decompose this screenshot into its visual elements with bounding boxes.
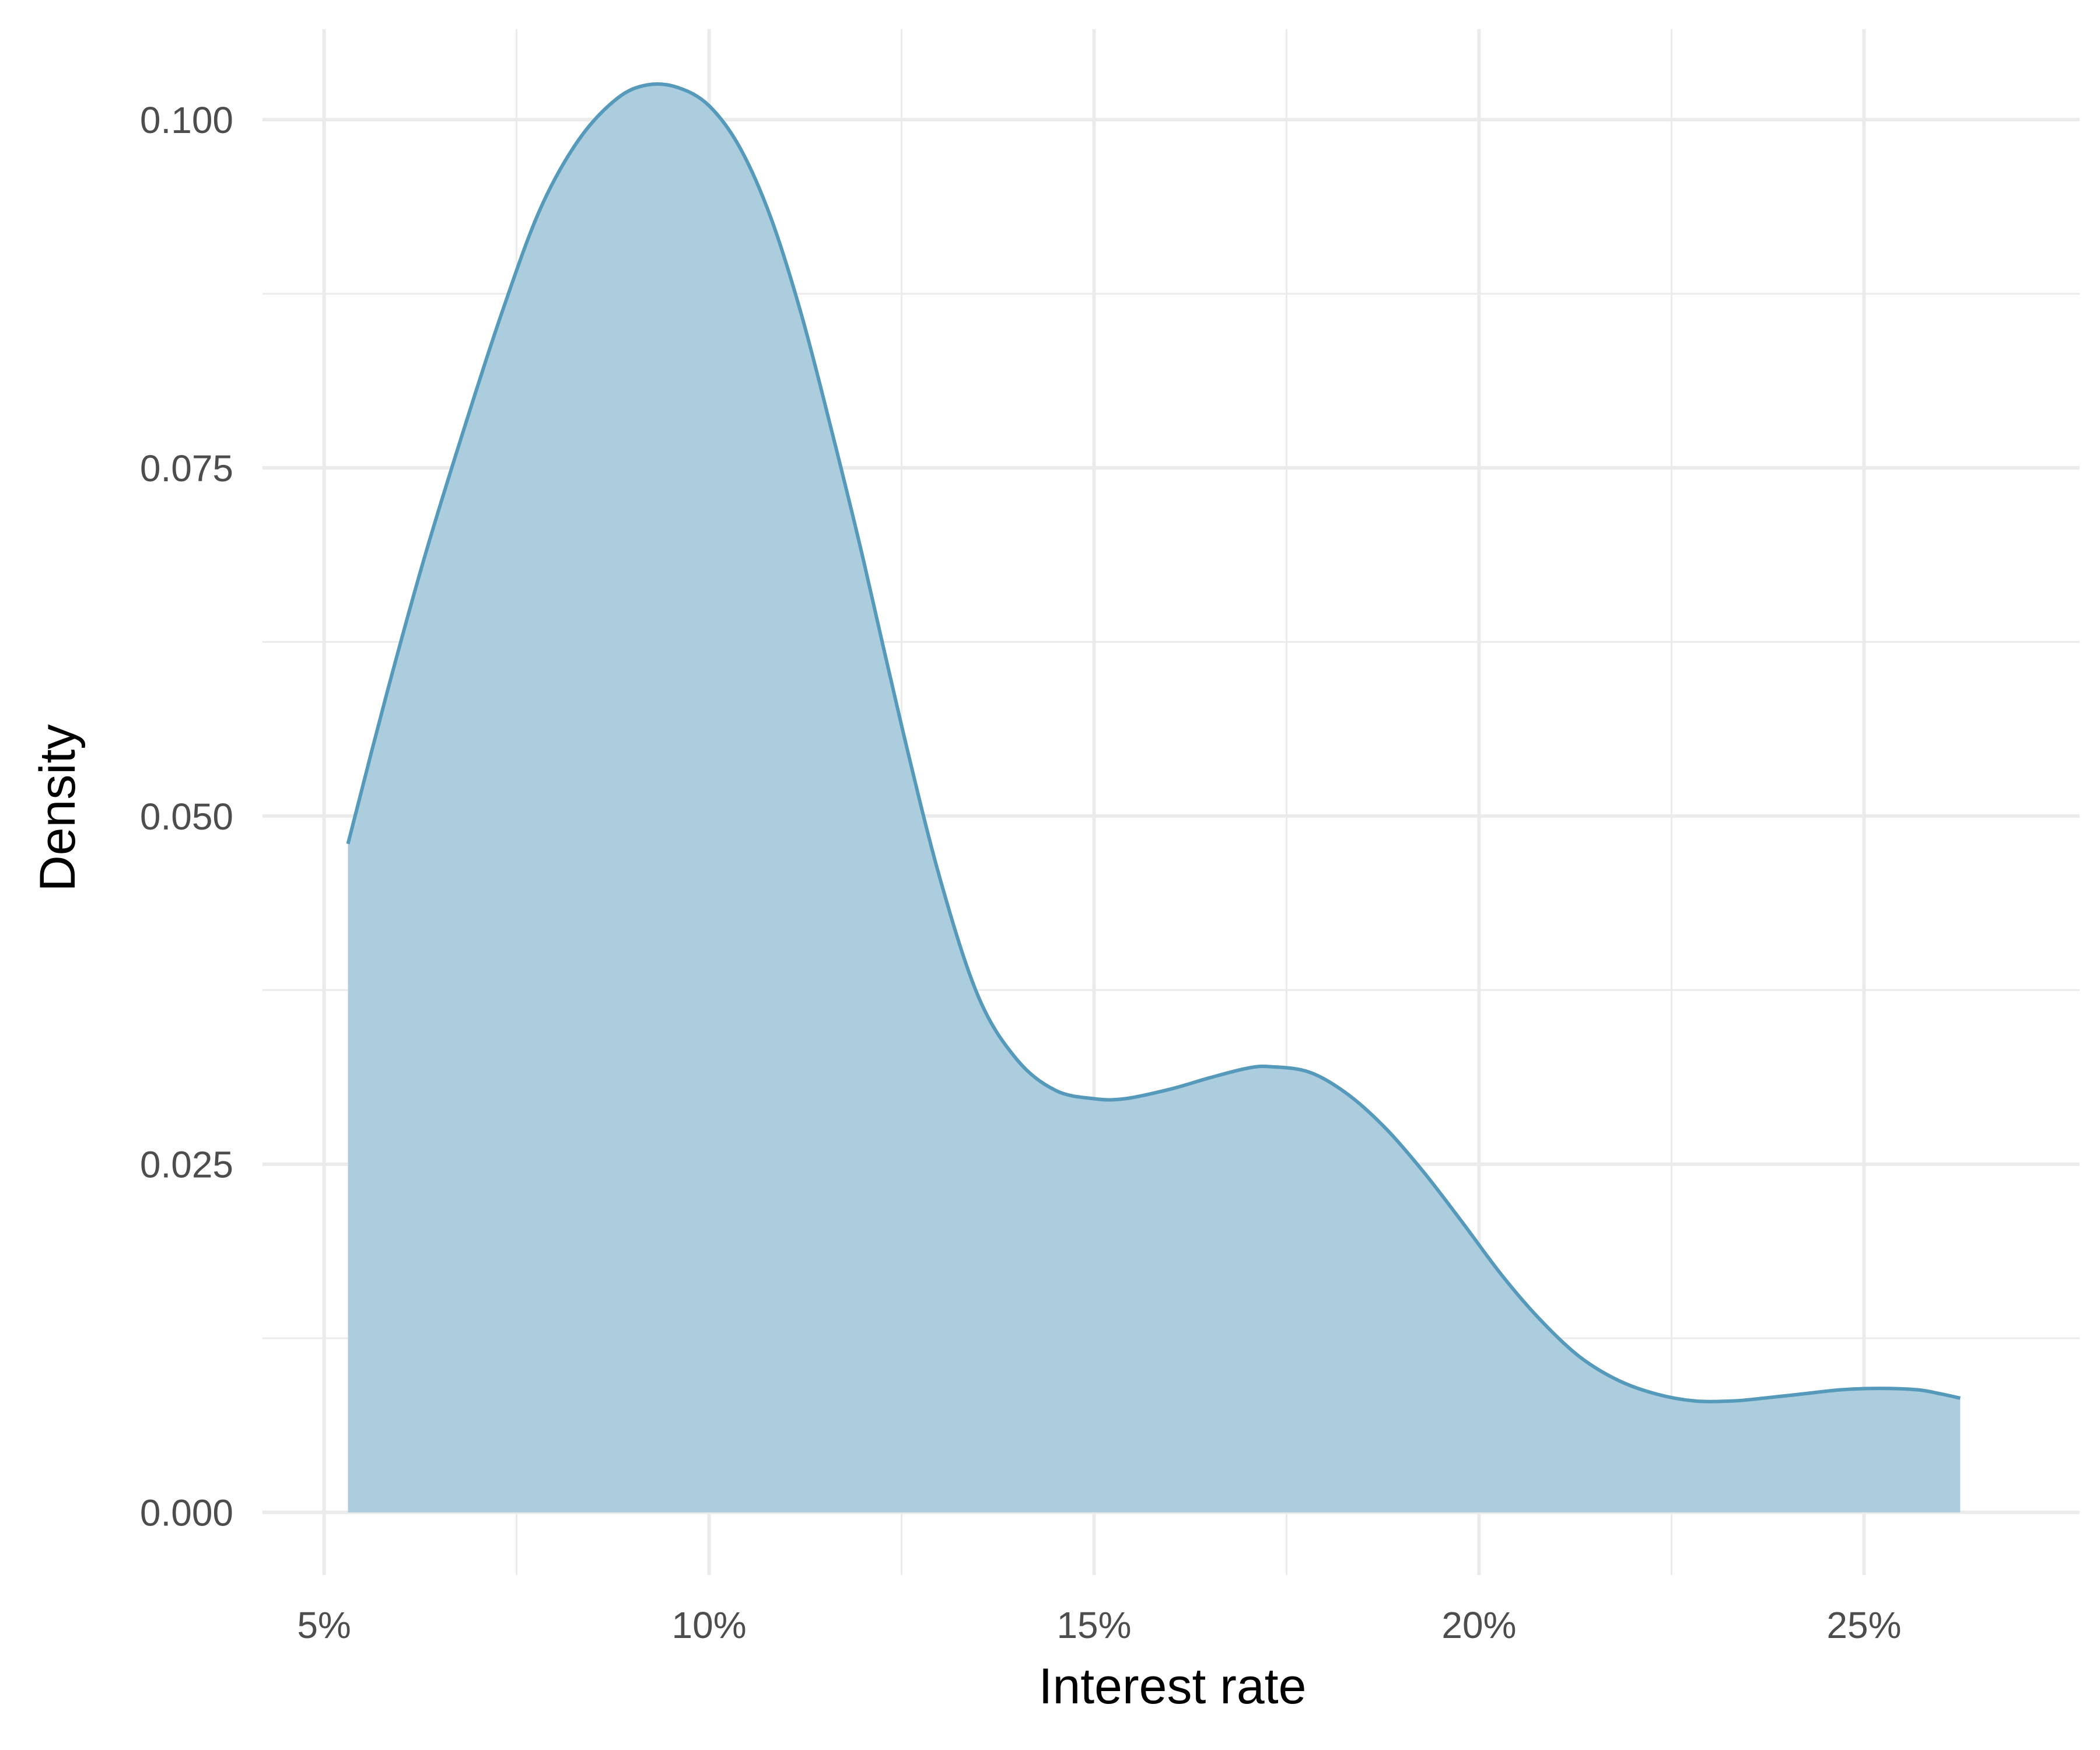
y-tick-label: 0.075 (140, 447, 233, 489)
density-line (346, 82, 1961, 1404)
x-axis-tick-labels: 5% 10% 15% 20% 25% (297, 1604, 1901, 1646)
x-tick-label: 25% (1826, 1604, 1901, 1646)
y-tick-label: 0.050 (140, 796, 233, 838)
y-tick-label: 0.100 (140, 99, 233, 141)
x-tick-label: 10% (672, 1604, 747, 1646)
x-tick-label: 20% (1441, 1604, 1516, 1646)
density-area (348, 83, 1961, 1513)
y-axis-title: Density (30, 724, 86, 892)
x-tick-label: 15% (1056, 1604, 1131, 1646)
y-tick-label: 0.000 (140, 1492, 233, 1534)
x-tick-label: 5% (297, 1604, 351, 1646)
y-tick-label: 0.025 (140, 1144, 233, 1186)
x-axis-title: Interest rate (1039, 1658, 1307, 1714)
y-axis-tick-labels: 0.000 0.025 0.050 0.075 0.100 (140, 99, 233, 1534)
